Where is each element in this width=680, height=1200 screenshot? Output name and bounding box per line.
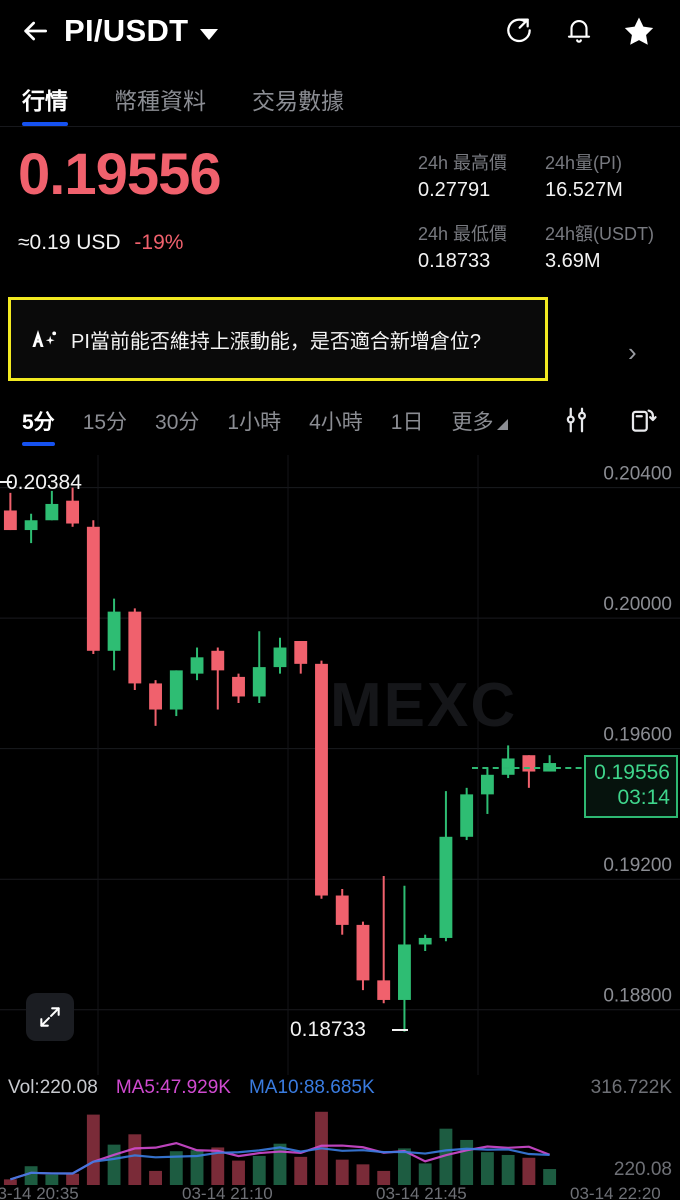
bell-icon[interactable] — [562, 14, 596, 48]
price-summary: 0.19556 ≈0.19 USD -19% 24h 最高價 24h量(PI) … — [0, 127, 680, 287]
last-price: 0.19556 — [18, 142, 222, 207]
star-icon[interactable] — [622, 14, 656, 48]
sliders-icon[interactable] — [562, 405, 592, 440]
time-axis: 03-14 20:35 03-14 21:10 03-14 21:45 03-14 2… — [0, 1182, 680, 1200]
last-price-tag-value: 0.19556 — [594, 761, 670, 784]
timeframe-bar: 5分 15分 30分 1小時 4小時 1日 更多 — [0, 398, 680, 454]
stat-label-high: 24h 最高價 — [418, 153, 508, 173]
ai-banner-chevron-icon[interactable]: › — [628, 337, 637, 367]
volume-ma10-label: MA10:88.685K — [248, 1077, 375, 1098]
timeframe-30m[interactable]: 30分 — [155, 411, 200, 434]
low-marker-dash — [392, 1029, 408, 1031]
stat-label-volume: 24h量(PI) — [545, 153, 623, 173]
pair-title[interactable]: PI/USDT — [64, 13, 189, 48]
time-axis-label: 03-14 21:45 — [376, 1184, 467, 1200]
tab-trade-data[interactable]: 交易數據 — [252, 88, 344, 114]
ai-suggestion-banner[interactable]: PI當前能否維持上漲動能，是否適合新增倉位? — [8, 297, 548, 381]
svg-text:0.19600: 0.19600 — [603, 725, 672, 746]
last-price-dashed-line — [472, 767, 592, 769]
timeframe-1d[interactable]: 1日 — [390, 411, 424, 434]
ai-suggestion-text: PI當前能否維持上漲動能，是否適合新增倉位? — [71, 330, 482, 353]
svg-text:0.18800: 0.18800 — [603, 986, 672, 1007]
last-price-tag-timer: 03:14 — [617, 785, 670, 809]
timeframe-5m[interactable]: 5分 — [22, 406, 55, 446]
volume-value-label: Vol:220.08 — [8, 1077, 98, 1098]
usd-approx: ≈0.19 USD — [18, 231, 121, 255]
timeframe-15m[interactable]: 15分 — [82, 411, 128, 434]
volume-ma5-label: MA5:47.929K — [115, 1077, 231, 1098]
time-axis-label: 03-14 20:35 — [0, 1184, 79, 1200]
svg-text:0.20400: 0.20400 — [603, 464, 672, 485]
header-actions — [502, 14, 662, 48]
timeframe-4h[interactable]: 4小時 — [309, 411, 363, 434]
time-axis-label: 03-14 22:20 — [570, 1184, 661, 1200]
tabs-divider — [0, 126, 680, 127]
high-price-label: 0.20384 — [6, 471, 82, 494]
app-header: PI/USDT — [0, 0, 680, 62]
volume-scale-top: 316.722K — [590, 1077, 672, 1098]
tab-coin-info[interactable]: 幣種資料 — [114, 88, 206, 114]
section-tabs: 行情 幣種資料 交易數據 — [0, 62, 680, 126]
last-price-tag: 0.19556 03:14 — [584, 755, 678, 818]
back-arrow-icon[interactable] — [18, 14, 52, 48]
tab-market[interactable]: 行情 — [22, 82, 68, 126]
price-subline: ≈0.19 USD -19% — [18, 231, 418, 255]
ai-sparkle-icon — [29, 326, 59, 352]
stat-label-turnover: 24h額(USDT) — [545, 224, 655, 244]
timeframe-more-button[interactable]: 更多 — [451, 406, 509, 446]
volume-scale-bottom: 220.08 — [613, 1159, 672, 1180]
mexc-watermark: MEXC — [330, 671, 518, 740]
timeframe-1h[interactable]: 1小時 — [227, 411, 282, 434]
stat-value-volume: 16.527M — [545, 179, 623, 201]
volume-panel[interactable]: Vol:220.08 MA5:47.929K MA10:88.685K 316.… — [0, 1075, 680, 1185]
fullscreen-expand-icon[interactable] — [26, 993, 74, 1041]
stat-label-low: 24h 最低價 — [418, 224, 508, 244]
triangle-icon — [497, 418, 509, 430]
timeframe-more-label: 更多 — [451, 411, 494, 434]
stat-value-high: 0.27791 — [418, 179, 491, 201]
volume-legend: Vol:220.08 MA5:47.929K MA10:88.685K — [8, 1077, 375, 1099]
chart-canvas: 0.20400 0.20000 0.19600 0.19200 0.18800 — [0, 455, 680, 1075]
time-axis-label: 03-14 21:10 — [182, 1184, 273, 1200]
candlestick-chart[interactable]: MEXC 0.20400 0.20000 0.19600 0.19200 0.18800… — [0, 455, 680, 1075]
price-block: 0.19556 ≈0.19 USD -19% — [18, 141, 418, 287]
share-icon[interactable] — [502, 14, 536, 48]
stat-value-turnover: 3.69M — [545, 250, 601, 272]
chevron-down-icon[interactable] — [200, 28, 219, 40]
svg-text:0.19200: 0.19200 — [603, 855, 672, 876]
chart-toolbar — [562, 405, 658, 448]
stat-value-low: 0.18733 — [418, 250, 491, 272]
svg-text:0.20000: 0.20000 — [603, 594, 672, 615]
volume-canvas — [3, 1111, 557, 1185]
change-percent: -19% — [134, 231, 184, 255]
market-stats: 24h 最高價 24h量(PI) 0.27791 16.527M 24h 最低價… — [418, 141, 662, 287]
high-marker-dash — [0, 481, 12, 483]
low-price-label: 0.18733 — [290, 1018, 366, 1041]
rotate-screen-icon[interactable] — [628, 405, 658, 440]
